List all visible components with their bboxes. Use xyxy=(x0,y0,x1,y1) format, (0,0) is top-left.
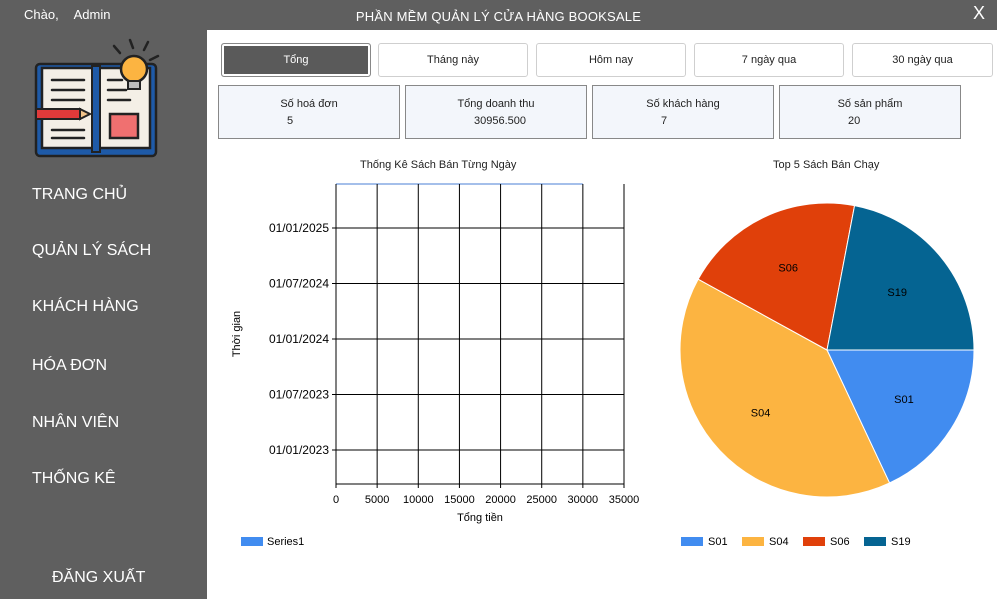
legend-swatch xyxy=(742,537,764,546)
y-tick-label: 01/07/2023 xyxy=(269,388,329,402)
y-tick-label: 01/07/2024 xyxy=(269,277,329,291)
stat-value: 5 xyxy=(287,115,294,127)
nav-item-books[interactable]: QUẢN LÝ SÁCH xyxy=(32,242,152,259)
legend-swatch xyxy=(864,537,886,546)
legend-label: Series1 xyxy=(267,536,304,548)
app-title: PHẦN MỀM QUẢN LÝ CỬA HÀNG BOOKSALE xyxy=(355,9,642,24)
x-tick-label: 25000 xyxy=(526,494,557,506)
close-button[interactable]: X xyxy=(972,3,985,23)
pie-label: S01 xyxy=(894,394,914,406)
legend-swatch xyxy=(681,537,703,546)
logout-button[interactable]: ĐĂNG XUẤT xyxy=(52,569,146,586)
stat-products: Số sản phẩm 20 xyxy=(779,85,961,139)
pie-chart-title: Top 5 Sách Bán Chạy xyxy=(773,159,880,171)
x-tick-label: 20000 xyxy=(485,494,516,506)
y-tick-label: 01/01/2023 xyxy=(269,443,329,457)
x-tick-label: 5000 xyxy=(365,494,389,506)
x-tick-label: 35000 xyxy=(609,494,640,506)
pie-label: S06 xyxy=(778,263,798,275)
stat-value: 30956.500 xyxy=(474,115,526,127)
pie-slice-s06 xyxy=(697,202,856,351)
legend-swatch xyxy=(241,537,263,546)
y-tick-label: 01/01/2025 xyxy=(269,221,329,235)
legend-swatch xyxy=(803,537,825,546)
stat-customers: Số khách hàng 7 xyxy=(592,85,774,139)
x-tick-label: 30000 xyxy=(568,494,599,506)
tab-last-7-days[interactable]: 7 ngày qua xyxy=(694,43,844,77)
stat-label: Tổng doanh thu xyxy=(457,98,535,110)
legend-label: S19 xyxy=(891,536,911,548)
x-tick-label: 10000 xyxy=(403,494,434,506)
nav-item-invoices[interactable]: HÓA ĐƠN xyxy=(32,357,108,374)
x-axis-label: Tổng tiền xyxy=(457,512,503,524)
pie-label: S19 xyxy=(887,287,907,299)
greeting: Chào, Admin xyxy=(24,7,122,22)
book-logo-icon xyxy=(34,38,160,158)
pie-slice-s01 xyxy=(826,349,975,484)
legend-label: S04 xyxy=(769,536,789,548)
stat-revenue: Tổng doanh thu 30956.500 xyxy=(405,85,587,139)
x-tick-label: 0 xyxy=(333,494,339,506)
user-name: Admin xyxy=(73,7,111,22)
tab-today[interactable]: Hôm nay xyxy=(536,43,686,77)
tab-last-30-days[interactable]: 30 ngày qua xyxy=(852,43,993,77)
stat-label: Số hoá đơn xyxy=(280,98,338,110)
tab-this-month[interactable]: Tháng này xyxy=(378,43,528,77)
nav-item-statistics[interactable]: THỐNG KÊ xyxy=(32,470,116,487)
stat-label: Số khách hàng xyxy=(646,98,720,110)
legend-label: S06 xyxy=(830,536,850,548)
title-bar: Chào, Admin PHẦN MỀM QUẢN LÝ CỬA HÀNG BO… xyxy=(0,0,997,30)
pie-slice-s04 xyxy=(679,278,891,498)
nav-item-customers[interactable]: KHÁCH HÀNG xyxy=(32,298,139,315)
pie-slice-s19 xyxy=(826,205,975,351)
legend-label: S01 xyxy=(708,536,728,548)
bar-chart: 0 5000 10000 15000 20000 25000 30000 35000 01/01… xyxy=(231,183,640,548)
y-axis-label: Thời gian xyxy=(231,311,243,357)
pie-chart: S01 S04 S06 S19 S01 S04 S06 S19 xyxy=(679,202,975,548)
sidebar: TRANG CHỦ QUẢN LÝ SÁCH KHÁCH HÀNG HÓA ĐƠ… xyxy=(0,30,207,599)
y-tick-label: 01/01/2024 xyxy=(269,332,329,346)
stat-label: Số sản phẩm xyxy=(837,98,903,110)
bar-chart-title: Thống Kê Sách Bán Từng Ngày xyxy=(360,159,517,171)
pie-label: S04 xyxy=(751,407,771,419)
stat-value: 20 xyxy=(848,115,861,127)
tab-total[interactable]: Tổng xyxy=(221,43,371,77)
x-tick-label: 15000 xyxy=(444,494,475,506)
stat-value: 7 xyxy=(661,115,668,127)
nav-item-staff[interactable]: NHÂN VIÊN xyxy=(32,414,120,431)
greeting-label: Chào, xyxy=(24,7,59,22)
stat-invoices: Số hoá đơn 5 xyxy=(218,85,400,139)
nav-item-home[interactable]: TRANG CHỦ xyxy=(32,186,128,203)
